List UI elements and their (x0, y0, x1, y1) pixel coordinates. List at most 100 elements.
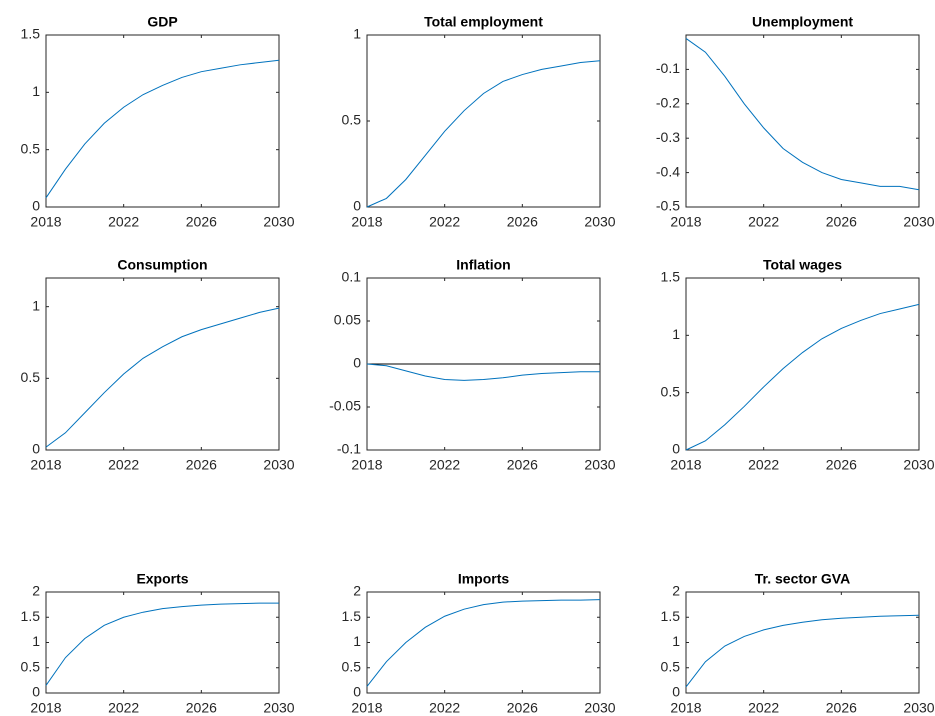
y-tick-label: 1 (32, 83, 40, 99)
y-tick-label: 0.5 (21, 369, 41, 385)
data-line (685, 303, 920, 451)
x-tick-label: 2022 (429, 214, 460, 230)
x-tick-label: 2026 (826, 700, 857, 716)
x-tick-label: 2022 (108, 457, 139, 473)
data-line (45, 307, 280, 448)
y-tick-label: 0 (32, 198, 40, 214)
x-tick-label: 2026 (507, 214, 538, 230)
x-tick-label: 2018 (30, 700, 61, 716)
y-tick-label: 1 (672, 326, 680, 342)
y-tick-label: 1 (672, 633, 680, 649)
x-tick-label: 2018 (351, 457, 382, 473)
y-tick-label: -0.1 (337, 441, 361, 457)
data-line (45, 602, 279, 686)
axes-box (366, 591, 601, 694)
data-line (685, 38, 920, 191)
x-tick-label: 2026 (507, 700, 538, 716)
chart-title: Total wages (763, 257, 842, 273)
axes-box (685, 277, 920, 451)
y-tick-label: 1.5 (21, 26, 41, 42)
y-tick-label: 0.5 (661, 658, 681, 674)
data-line (366, 599, 601, 687)
y-tick-label: 2 (353, 583, 361, 599)
y-tick-label: 0 (353, 355, 361, 371)
axes-box (45, 277, 280, 451)
x-tick-label: 2030 (584, 214, 615, 230)
x-tick-label: 2022 (429, 457, 460, 473)
chart-title: Total employment (424, 14, 543, 30)
y-tick-label: 1.5 (661, 269, 681, 285)
y-tick-label: -0.3 (656, 129, 680, 145)
y-tick-label: 0 (353, 198, 361, 214)
data-line (45, 59, 280, 199)
y-tick-label: -0.05 (329, 398, 361, 414)
chart-title: Consumption (117, 257, 207, 273)
x-tick-label: 2030 (584, 700, 615, 716)
x-tick-label: 2022 (429, 700, 460, 716)
x-tick-label: 2030 (263, 700, 294, 716)
x-tick-label: 2018 (30, 457, 61, 473)
y-tick-label: 0.5 (661, 383, 681, 399)
chart-title: Exports (136, 571, 188, 587)
x-tick-label: 2018 (670, 214, 701, 230)
y-tick-label: 1 (353, 26, 361, 42)
x-tick-label: 2018 (351, 700, 382, 716)
x-tick-label: 2022 (108, 700, 139, 716)
axes-box (685, 591, 920, 694)
chart-title: GDP (147, 14, 177, 30)
y-tick-label: 1 (32, 633, 40, 649)
x-tick-label: 2026 (826, 214, 857, 230)
y-tick-label: 1.5 (342, 608, 362, 624)
x-tick-label: 2026 (826, 457, 857, 473)
x-tick-label: 2026 (186, 457, 217, 473)
x-tick-label: 2030 (903, 457, 934, 473)
x-tick-label: 2026 (507, 457, 538, 473)
chart-title: Tr. sector GVA (755, 571, 850, 587)
y-tick-label: 0.5 (342, 112, 362, 128)
y-tick-label: 0.5 (342, 658, 362, 674)
y-tick-label: 1.5 (661, 608, 681, 624)
y-tick-label: -0.5 (656, 198, 680, 214)
y-tick-label: 0.5 (21, 658, 41, 674)
y-tick-label: 1 (32, 297, 40, 313)
data-line (366, 363, 600, 381)
x-tick-label: 2018 (670, 457, 701, 473)
y-tick-label: 1.5 (21, 608, 41, 624)
y-tick-label: 0.1 (342, 269, 362, 285)
chart-title: Unemployment (752, 14, 853, 30)
x-tick-label: 2026 (186, 700, 217, 716)
data-line (366, 60, 601, 208)
y-tick-label: 1 (353, 633, 361, 649)
x-tick-label: 2022 (748, 214, 779, 230)
y-tick-label: -0.4 (656, 163, 680, 179)
axes-box (45, 34, 280, 208)
axes-box (685, 34, 920, 208)
x-tick-label: 2030 (263, 214, 294, 230)
x-tick-label: 2026 (186, 214, 217, 230)
y-tick-label: -0.2 (656, 95, 680, 111)
data-line (685, 614, 920, 688)
y-tick-label: 0 (353, 684, 361, 700)
y-tick-label: 0 (32, 441, 40, 457)
y-tick-label: 0 (672, 684, 680, 700)
chart-title: Imports (458, 571, 510, 587)
x-tick-label: 2030 (903, 214, 934, 230)
x-tick-label: 2030 (263, 457, 294, 473)
y-tick-label: 0 (672, 441, 680, 457)
y-tick-label: 2 (32, 583, 40, 599)
axes-box (366, 34, 601, 208)
x-tick-label: 2018 (30, 214, 61, 230)
x-tick-label: 2030 (584, 457, 615, 473)
y-tick-label: 0 (32, 684, 40, 700)
x-tick-label: 2018 (351, 214, 382, 230)
y-tick-label: -0.1 (656, 60, 680, 76)
y-tick-label: 0.5 (21, 140, 41, 156)
x-tick-label: 2022 (748, 700, 779, 716)
x-tick-label: 2022 (108, 214, 139, 230)
y-tick-label: 0.05 (334, 312, 361, 328)
chart-title: Inflation (456, 257, 510, 273)
y-tick-label: 2 (672, 583, 680, 599)
x-tick-label: 2022 (748, 457, 779, 473)
x-tick-label: 2018 (670, 700, 701, 716)
